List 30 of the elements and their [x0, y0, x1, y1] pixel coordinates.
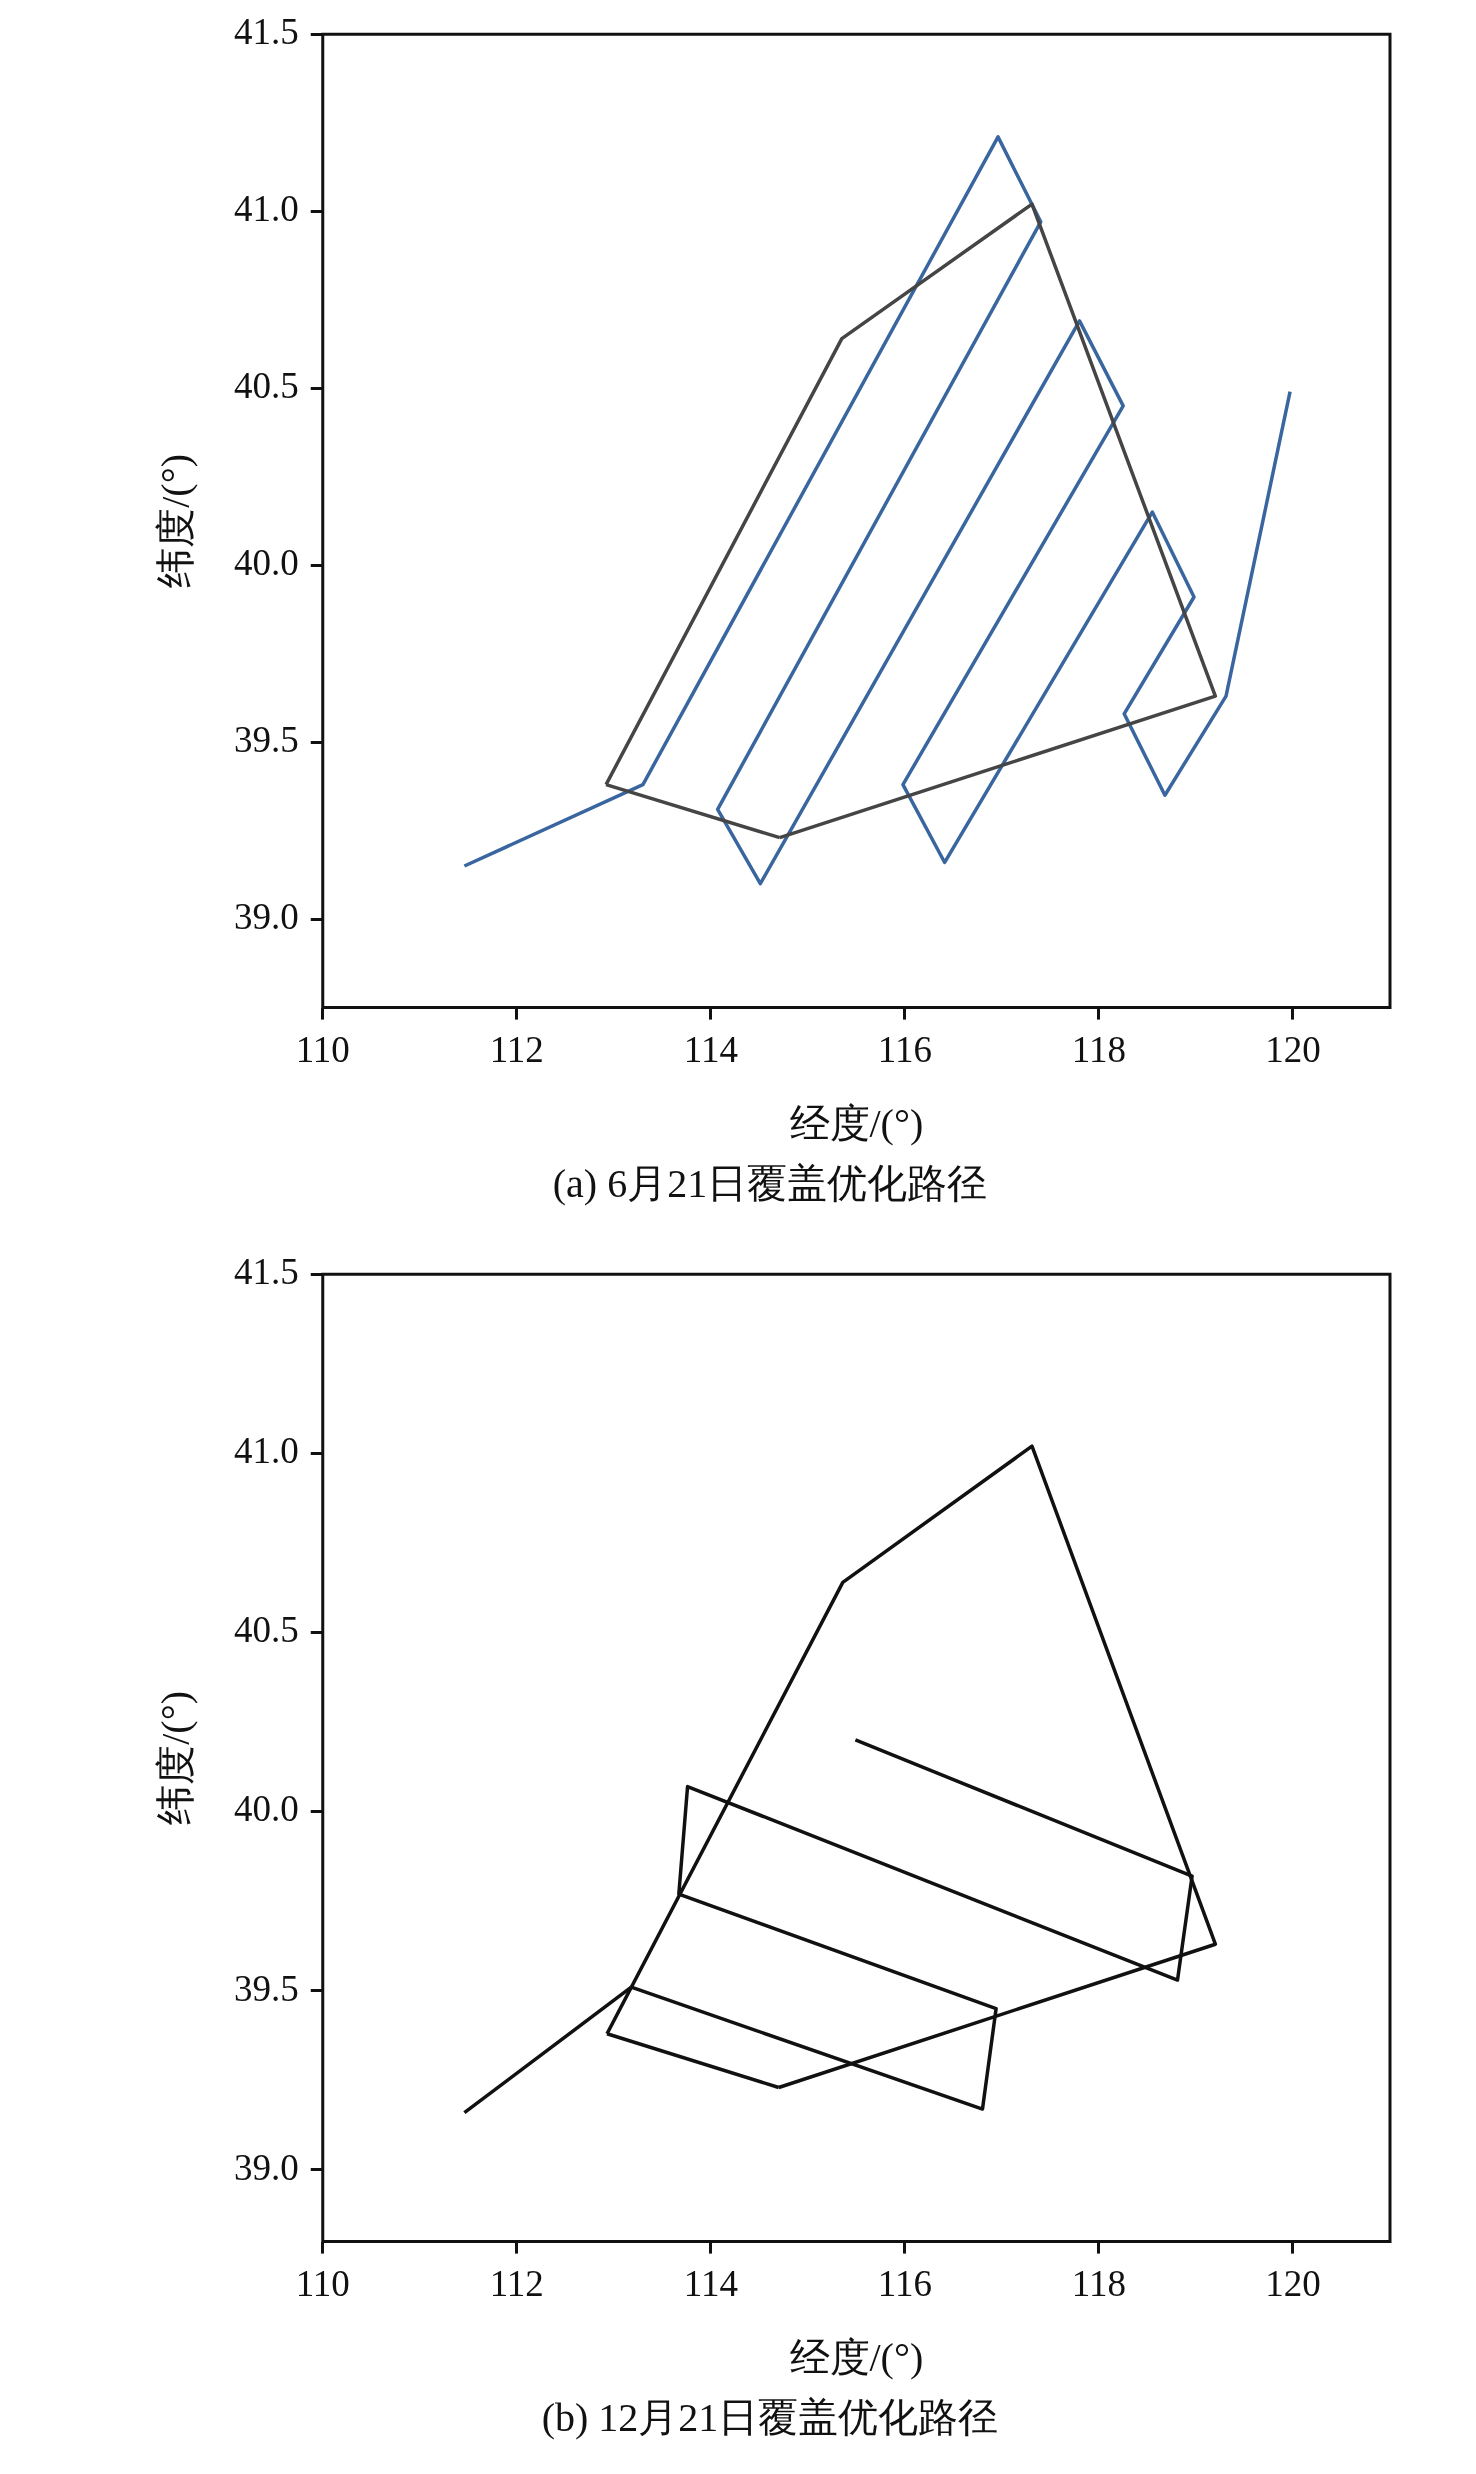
y-axis-title: 纬度/(°) — [152, 454, 198, 588]
x-tick-label: 120 — [1265, 1028, 1321, 1070]
x-tick-label: 112 — [489, 1028, 544, 1070]
x-tick-label: 110 — [295, 2262, 350, 2304]
y-tick-label: 41.0 — [234, 1430, 299, 1472]
y-tick-label: 41.5 — [234, 1250, 299, 1292]
x-tick-label: 120 — [1265, 2262, 1321, 2304]
y-tick-label: 39.0 — [234, 895, 299, 937]
x-tick-label: 110 — [295, 1028, 350, 1070]
text: (a) 6月21日覆盖优化路径 — [552, 1160, 988, 1206]
x-tick-label: 116 — [877, 2262, 932, 2304]
x-tick-label: 114 — [683, 2262, 738, 2304]
y-tick-label: 39.5 — [234, 718, 299, 760]
x-tick-label: 112 — [489, 2262, 544, 2304]
y-tick-label: 40.0 — [234, 541, 299, 583]
y-tick-label: 41.0 — [234, 187, 299, 229]
y-tick-label: 40.0 — [234, 1788, 299, 1830]
y-tick-label: 39.5 — [234, 1967, 299, 2009]
y-tick-label: 41.5 — [234, 10, 299, 52]
x-axis-title: 经度/(°) — [789, 2334, 924, 2380]
x-tick-label: 116 — [877, 1028, 932, 1070]
y-tick-label: 40.5 — [234, 364, 299, 406]
y-tick-label: 40.5 — [234, 1609, 299, 1651]
x-tick-label: 118 — [1071, 1028, 1126, 1070]
y-tick-label: 39.0 — [234, 2146, 299, 2188]
text: (b) 12月21日覆盖优化路径 — [541, 2394, 999, 2440]
x-axis-title: 经度/(°) — [789, 1100, 924, 1146]
x-tick-label: 118 — [1071, 2262, 1126, 2304]
y-axis-title: 纬度/(°) — [152, 1691, 198, 1825]
x-tick-label: 114 — [683, 1028, 738, 1070]
